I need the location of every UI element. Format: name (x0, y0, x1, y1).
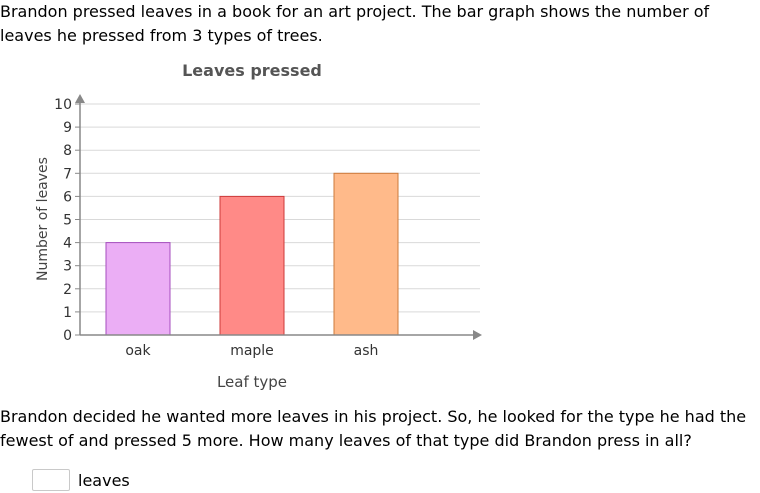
y-tick-label: 2 (63, 282, 72, 298)
x-tick-label: maple (230, 343, 274, 359)
chart-title: Leaves pressed (182, 61, 322, 80)
y-tick-label: 1 (63, 305, 72, 321)
y-axis-arrow (75, 94, 85, 103)
bar-ash (333, 172, 399, 336)
bar-maple (219, 195, 285, 336)
answer-row: leaves (32, 467, 130, 493)
x-axis-arrow (473, 330, 482, 340)
y-tick-label: 3 (63, 259, 72, 275)
y-axis-label: Number of leaves (35, 157, 51, 281)
problem-question: Brandon decided he wanted more leaves in… (0, 407, 747, 450)
y-tick-label: 0 (63, 328, 72, 344)
answer-unit: leaves (78, 470, 130, 490)
y-tick-label: 7 (63, 166, 72, 182)
bar-chart: Leaves pressed Number of leaves Leaf typ… (35, 61, 482, 391)
y-tick-label: 4 (63, 236, 72, 252)
x-tick-label: oak (125, 343, 151, 359)
y-tick-label: 8 (63, 143, 72, 159)
x-tick-label: ash (354, 343, 379, 359)
answer-input[interactable] (32, 469, 70, 491)
y-tick-label: 9 (63, 120, 72, 136)
y-tick-label: 10 (54, 97, 72, 113)
x-axis-label: Leaf type (217, 373, 287, 391)
y-tick-label: 5 (63, 213, 72, 229)
bar-oak (105, 242, 171, 336)
y-tick-label: 6 (63, 189, 72, 205)
problem-intro: Brandon pressed leaves in a book for an … (0, 2, 710, 45)
